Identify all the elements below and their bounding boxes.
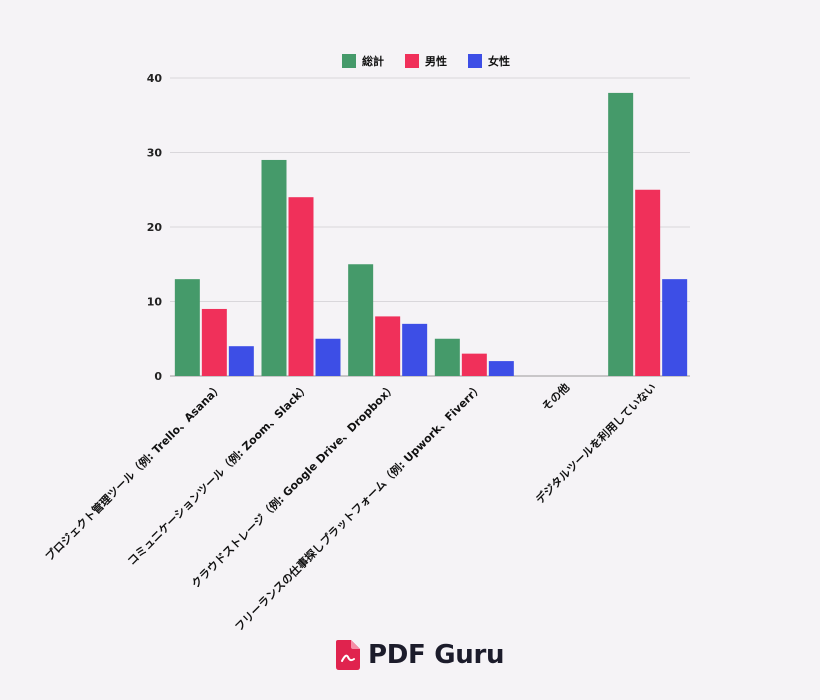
legend: 総計 男性 女性 (342, 54, 510, 68)
bar (461, 353, 487, 376)
y-tick-label: 40 (147, 72, 163, 85)
bar (375, 316, 401, 376)
bar (434, 338, 460, 376)
y-tick-label: 10 (147, 296, 163, 309)
legend-swatch (342, 54, 356, 68)
legend-swatch (405, 54, 419, 68)
x-category-label: プロジェクト管理ツール（例: Trello、Asana） (42, 380, 225, 563)
bar (228, 346, 254, 376)
bar (288, 197, 314, 376)
x-category-label: その他 (539, 380, 572, 413)
y-tick-label: 30 (147, 147, 163, 160)
pdf-file-icon (336, 640, 360, 670)
legend-label: 男性 (425, 54, 447, 68)
grid-lines (170, 77, 690, 377)
logo-text: PDF Guru (368, 640, 505, 670)
bar (174, 279, 200, 376)
x-category-label: コミュニケーションツール（例: Zoom、Slack） (124, 380, 312, 568)
bar (488, 361, 514, 376)
bar (348, 264, 374, 376)
y-tick-label: 20 (147, 221, 163, 234)
bars (174, 92, 688, 377)
x-category-label: クラウドストレージ（例: Google Drive、Dropbox） (188, 380, 398, 590)
pdf-guru-logo: PDF Guru (336, 638, 505, 672)
legend-label: 女性 (488, 54, 510, 68)
y-tick-label: 0 (154, 370, 162, 383)
bar (201, 308, 227, 376)
bar (662, 279, 688, 376)
bar (315, 338, 341, 376)
bar (608, 92, 634, 377)
x-axis: プロジェクト管理ツール（例: Trello、Asana）コミュニケーションツール… (42, 380, 659, 634)
bar (635, 189, 661, 376)
legend-label: 総計 (362, 54, 384, 68)
bar (402, 323, 428, 376)
bar (261, 159, 287, 376)
y-axis: 0 10 20 30 40 (147, 72, 163, 383)
legend-swatch (468, 54, 482, 68)
